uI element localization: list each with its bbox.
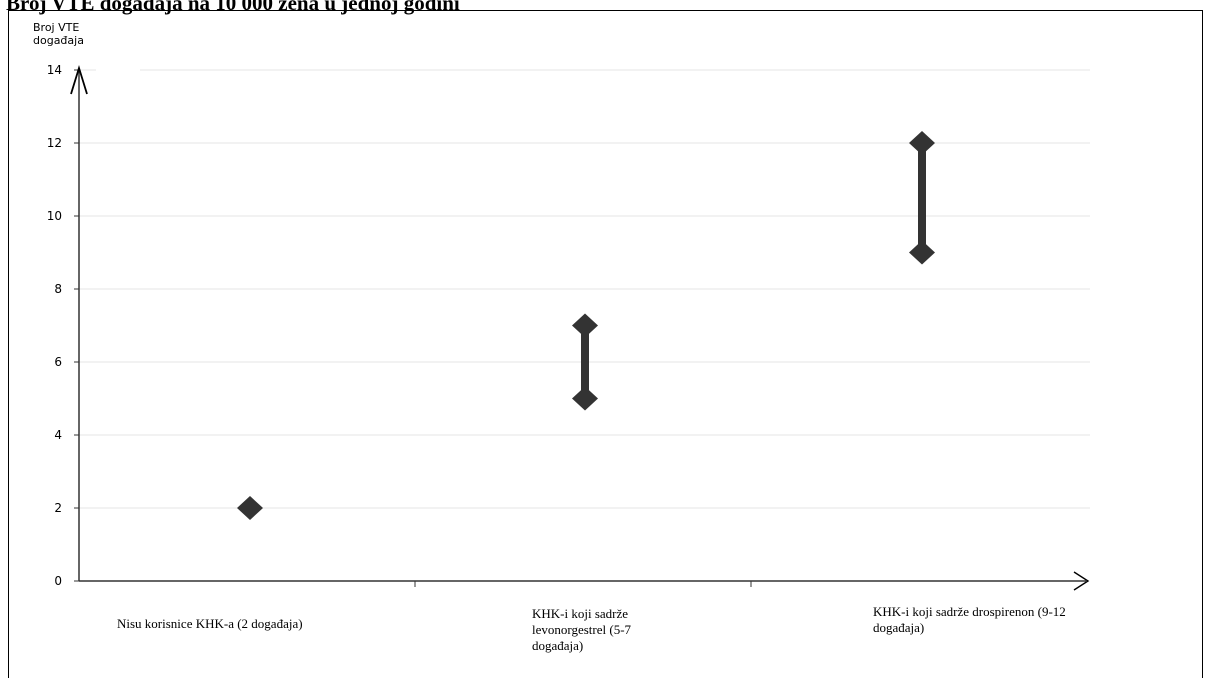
y-tick-labels: 0 2 4 6 8 10 12 14 [47, 63, 62, 588]
y-axis-white-patch [96, 67, 140, 73]
chart-title: Broj VTE događaja na 10 000 žena u jedno… [6, 0, 460, 15]
marker-point-0 [237, 496, 263, 520]
marker-max-2 [909, 131, 935, 155]
y-tick-label-12: 12 [47, 136, 62, 150]
y-tick-label-6: 6 [54, 355, 62, 369]
y-tick-label-4: 4 [54, 428, 62, 442]
y-tick-label-10: 10 [47, 209, 62, 223]
category-label-levonorgestrel: KHK-i koji sadrže levonorgestrel (5-7 do… [532, 606, 632, 653]
marker-max-1 [572, 313, 598, 338]
figure-frame [8, 10, 1203, 678]
grid-lines [79, 69, 1090, 509]
y-axis-arrow [70, 64, 88, 95]
y-tick-label-0: 0 [54, 574, 62, 588]
category-label-non-users: Nisu korisnice KHK-a (2 događaja) [117, 616, 303, 631]
y-tick-label-8: 8 [54, 282, 62, 296]
y-axis-label: Broj VTE događaja [33, 21, 84, 47]
y-tick-label-2: 2 [54, 501, 62, 515]
data-marks [237, 131, 935, 520]
x-axis-arrow [1073, 571, 1090, 591]
category-label-drospirenone: KHK-i koji sadrže drospirenon (9-12 doga… [873, 604, 1066, 635]
axes [70, 64, 1090, 591]
y-tick-label-14: 14 [47, 63, 62, 77]
marker-min-1 [572, 386, 598, 411]
marker-min-2 [909, 240, 935, 265]
